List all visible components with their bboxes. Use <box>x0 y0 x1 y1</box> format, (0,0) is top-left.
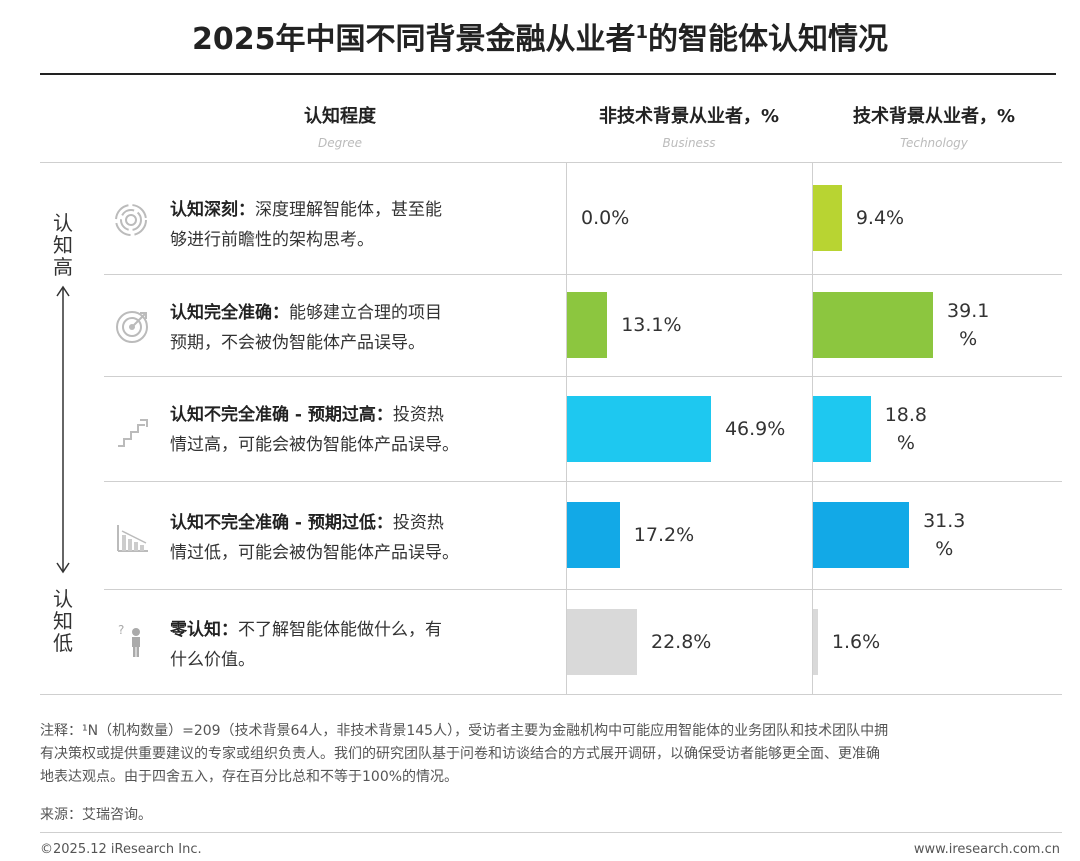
business-axis-line <box>566 162 567 694</box>
technology-value-label: 1.6% <box>831 630 881 653</box>
row-text-deep: 认知深刻：深度理解智能体，甚至能 够进行前瞻性的架构思考。 <box>170 200 442 250</box>
chart-down-icon <box>116 523 150 553</box>
website-link[interactable]: www.iresearch.com.cn <box>913 842 1060 857</box>
chart-title: 2025年中国不同背景金融从业者1的智能体认知情况 <box>191 22 889 57</box>
business-bar <box>567 395 711 462</box>
stairs-up-icon <box>116 418 150 448</box>
technology-bar <box>813 185 842 251</box>
footer-rule <box>40 832 1062 833</box>
table-bottom-rule <box>40 694 1062 695</box>
double-arrow-icon <box>56 285 70 574</box>
technology-value-label: 31.3 % <box>923 510 966 560</box>
title-rule <box>40 73 1056 75</box>
target-icon <box>114 309 150 345</box>
header-divider <box>40 162 1062 163</box>
technology-axis-line <box>812 162 813 694</box>
business-bar <box>567 608 637 675</box>
technology-bar <box>813 292 934 358</box>
business-bar <box>567 502 620 568</box>
row-text-accurate: 认知完全准确：能够建立合理的项目 预期，不会被伪智能体产品误导。 <box>170 303 442 353</box>
technology-value-label: 9.4% <box>855 207 905 229</box>
row-divider <box>104 589 1062 590</box>
business-value-label: 17.2% <box>633 524 695 546</box>
business-value-label: 46.9% <box>724 417 786 440</box>
axis-label-high: 认知高 <box>53 211 73 279</box>
question-person-icon: ? <box>118 622 148 658</box>
row-divider <box>104 376 1062 377</box>
header-degree: 认知程度 <box>304 106 376 127</box>
copyright: ©2025.12 iResearch Inc. <box>40 842 202 857</box>
axis-label-low: 认知低 <box>53 587 73 655</box>
row-divider <box>104 481 1062 482</box>
header-business-en: Business <box>662 136 716 150</box>
header-technology: 技术背景从业者，% <box>852 106 1016 127</box>
technology-value-label: 39.1 % <box>947 300 990 350</box>
row-text-zero: 零认知：不了解智能体能做什么，有 什么价值。 <box>170 620 442 670</box>
svg-text:?: ? <box>118 623 124 637</box>
business-value-label: 0.0% <box>581 207 630 229</box>
technology-bar <box>813 608 818 675</box>
swirl-icon <box>114 203 148 237</box>
business-bar <box>567 292 608 358</box>
technology-bar <box>813 502 910 568</box>
technology-value-label: 18.8 % <box>884 403 928 454</box>
technology-bar <box>813 395 871 462</box>
business-value-label: 22.8% <box>650 630 712 653</box>
source: 来源：艾瑞咨询。 <box>40 807 152 823</box>
header-degree-en: Degree <box>318 136 362 150</box>
header-business: 非技术背景从业者，% <box>598 106 780 127</box>
notes: 注释：¹N（机构数量）=209（技术背景64人，非技术背景145人），受访者主要… <box>40 723 889 785</box>
business-value-label: 13.1% <box>621 314 682 336</box>
row-text-overestimate: 认知不完全准确 - 预期过高：投资热 情过高，可能会被伪智能体产品误导。 <box>170 405 459 455</box>
header-technology-en: Technology <box>900 136 968 150</box>
row-divider <box>104 274 1062 275</box>
row-text-underestimate: 认知不完全准确 - 预期过低：投资热 情过低，可能会被伪智能体产品误导。 <box>170 513 459 563</box>
